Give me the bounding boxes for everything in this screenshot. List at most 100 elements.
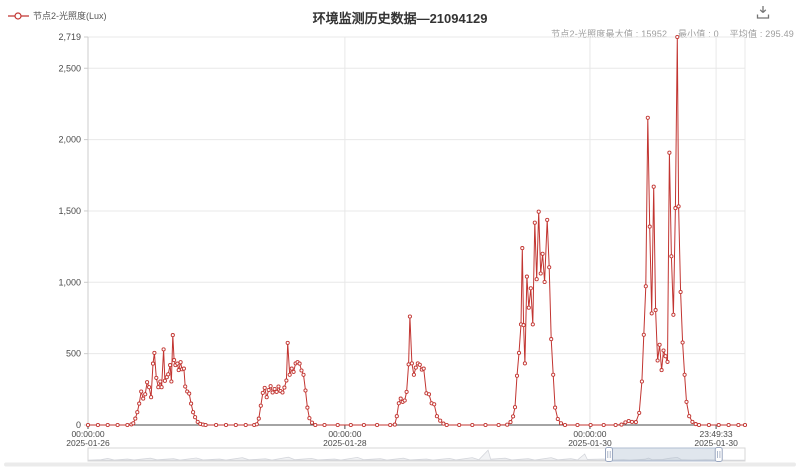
data-point-marker xyxy=(558,421,564,426)
data-point-marker xyxy=(214,422,219,428)
data-point-marker xyxy=(95,422,100,428)
data-point-marker xyxy=(406,362,411,367)
data-point-marker xyxy=(394,414,399,419)
data-point-marker xyxy=(258,403,263,408)
data-point-marker xyxy=(407,314,412,319)
data-point-marker xyxy=(693,422,698,427)
data-point-marker xyxy=(162,378,167,383)
data-point-marker xyxy=(176,368,181,373)
data-point-marker xyxy=(512,405,518,410)
data-point-marker xyxy=(639,379,644,384)
datazoom-handle-right[interactable] xyxy=(714,447,723,462)
data-point-marker xyxy=(601,422,606,428)
data-point-marker xyxy=(659,368,664,373)
data-point-marker xyxy=(588,422,593,428)
data-point-marker xyxy=(150,361,156,366)
data-point-marker xyxy=(301,372,306,377)
data-point-marker xyxy=(348,422,353,428)
data-point-marker xyxy=(143,392,148,397)
series-stats: 节点2-光照度最大值 : 15952 最小值 : 0 平均值 : 295.49 xyxy=(551,27,794,40)
data-point-marker xyxy=(441,421,446,426)
data-point-marker xyxy=(540,251,545,256)
data-point-marker xyxy=(156,385,161,390)
data-point-marker xyxy=(470,422,475,428)
stat-min: 最小值 : 0 xyxy=(677,29,719,39)
data-point-marker xyxy=(335,422,340,428)
y-axis-label: 1,000 xyxy=(58,277,81,287)
x-axis-label-date: 2025-01-26 xyxy=(66,438,110,448)
data-point-marker xyxy=(309,420,315,425)
data-point-marker xyxy=(633,420,638,425)
data-point-marker xyxy=(195,419,200,424)
data-point-marker xyxy=(158,379,163,384)
data-point-marker xyxy=(643,284,648,289)
stat-avg: 平均值 : 295.49 xyxy=(729,29,794,39)
data-point-marker xyxy=(641,332,646,337)
y-axis-label: 0 xyxy=(76,420,81,430)
data-point-marker xyxy=(736,422,741,428)
data-point-marker xyxy=(313,422,318,428)
data-point-marker xyxy=(291,369,296,374)
data-point-marker xyxy=(305,405,310,410)
data-point-marker xyxy=(203,422,208,428)
data-point-marker xyxy=(274,389,279,394)
data-point-marker xyxy=(299,368,304,373)
data-point-marker xyxy=(549,337,554,342)
x-axis-label-date: 2025-01-30 xyxy=(568,438,612,448)
data-point-marker xyxy=(287,372,292,377)
data-point-marker xyxy=(551,372,556,377)
data-point-marker xyxy=(166,372,171,377)
data-point-marker xyxy=(619,422,624,427)
data-point-marker xyxy=(159,385,164,390)
data-point-marker xyxy=(260,390,265,395)
data-point-marker xyxy=(125,422,130,428)
data-point-marker xyxy=(432,402,437,407)
data-point-marker xyxy=(191,410,196,415)
horizontal-scrollbar[interactable] xyxy=(4,462,796,467)
data-point-marker xyxy=(434,414,439,419)
save-image-button[interactable] xyxy=(754,3,772,21)
data-point-marker xyxy=(297,361,302,366)
data-point-marker xyxy=(649,311,654,316)
data-point-marker xyxy=(661,348,666,353)
data-point-marker xyxy=(613,422,618,428)
data-point-marker xyxy=(272,386,277,392)
data-point-marker xyxy=(169,379,174,384)
datazoom-window[interactable] xyxy=(608,447,720,462)
data-point-marker xyxy=(262,385,267,390)
data-point-marker xyxy=(673,206,678,211)
data-point-marker xyxy=(145,380,150,385)
data-point-marker xyxy=(496,422,501,428)
data-point-marker xyxy=(483,422,488,428)
data-point-marker xyxy=(404,389,409,394)
data-point-marker xyxy=(375,422,380,428)
data-point-marker xyxy=(530,322,535,327)
data-point-marker xyxy=(521,323,526,328)
data-point-marker xyxy=(396,401,401,406)
data-point-marker xyxy=(285,340,290,345)
data-point-marker xyxy=(307,416,312,421)
data-point-marker xyxy=(680,340,685,345)
data-point-marker xyxy=(542,279,547,285)
data-point-marker xyxy=(547,265,552,270)
data-point-marker xyxy=(629,419,635,424)
data-point-marker xyxy=(545,217,550,222)
data-point-marker xyxy=(175,361,180,366)
data-point-marker xyxy=(671,312,676,317)
page-title: 环境监测历史数据—21094129 xyxy=(312,11,488,26)
data-point-marker xyxy=(690,419,695,424)
y-axis-label: 1,500 xyxy=(58,206,81,216)
y-axis-label: 500 xyxy=(66,349,81,359)
datazoom-handle-left[interactable] xyxy=(605,447,614,462)
y-axis-label: 2,000 xyxy=(58,135,81,145)
legend-item-node2-lux[interactable]: 节点2-光照度(Lux) xyxy=(8,9,107,22)
data-point-marker xyxy=(553,405,558,410)
data-point-marker xyxy=(575,422,580,428)
data-point-marker xyxy=(152,350,157,355)
data-point-marker xyxy=(457,422,462,428)
x-axis-label-time: 00:00:00 xyxy=(328,429,361,439)
data-point-marker xyxy=(181,366,186,371)
data-point-marker xyxy=(411,372,416,377)
data-point-marker xyxy=(183,384,188,389)
